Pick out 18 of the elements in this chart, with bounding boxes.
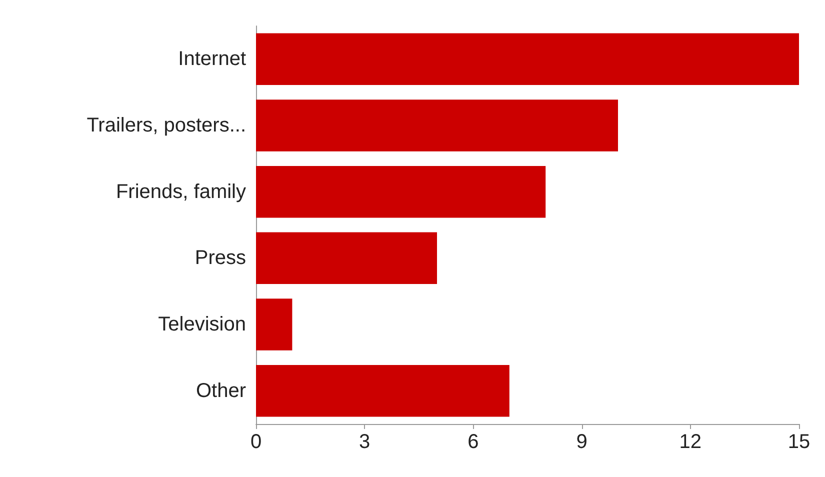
bar (256, 33, 799, 86)
y-tick-label: Television (158, 314, 246, 336)
y-tick-label: Other (196, 380, 246, 402)
bar (256, 298, 292, 350)
x-tick-label: 12 (679, 431, 702, 453)
x-tick-label: 0 (250, 431, 262, 453)
y-tick-label: Trailers, posters... (86, 114, 246, 136)
bar (256, 166, 546, 218)
y-tick-label: Press (194, 247, 246, 270)
x-tick-label: 3 (359, 431, 370, 453)
bar (256, 232, 437, 284)
y-tick-label: Friends, family (116, 180, 246, 203)
x-tick-label: 15 (788, 431, 810, 453)
bar (256, 364, 510, 417)
y-tick-label: Internet (178, 48, 246, 70)
bar (256, 100, 618, 152)
x-tick-label: 9 (576, 431, 588, 453)
x-tick-label: 6 (468, 431, 479, 453)
